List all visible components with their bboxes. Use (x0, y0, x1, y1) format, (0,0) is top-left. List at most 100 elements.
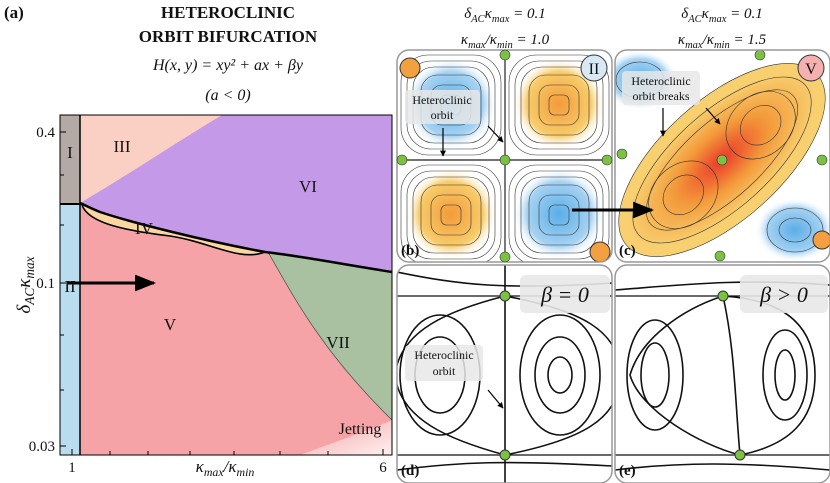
panel-b (397, 50, 612, 262)
title: HETEROCLINIC (161, 3, 295, 22)
contour (412, 176, 490, 254)
y-axis-label-part: AC (22, 288, 37, 306)
region-vi-area (80, 115, 392, 272)
panel-label: (a) (4, 3, 24, 22)
annotation: orbit (433, 364, 456, 378)
contour (420, 184, 482, 246)
region-label: II (64, 277, 76, 296)
contour (548, 94, 570, 116)
contour (400, 164, 502, 262)
annotation: Heteroclinic (631, 74, 690, 88)
phase-diagram (59, 114, 393, 456)
contour (538, 194, 580, 236)
region-label: III (114, 137, 131, 156)
plot-frame (59, 114, 393, 456)
panel-header-part: min (714, 40, 730, 51)
panel-header-part: min (497, 40, 513, 51)
panel-header-part: κ (702, 6, 710, 22)
region-label: I (67, 143, 73, 162)
contour (430, 194, 472, 236)
panel-header-part: δ (464, 6, 472, 22)
condition: (a < 0) (205, 87, 250, 104)
beta-label: β > 0 (759, 282, 808, 307)
contour (528, 184, 590, 246)
y-axis-label-part: κ (14, 278, 35, 288)
panel-header-part: = 1.0 (513, 32, 550, 48)
x-axis-label-part: κ (196, 457, 205, 476)
panel-header: δACκmax = 0.1 (681, 6, 762, 25)
contour (528, 74, 590, 136)
panel-header-part: AC (470, 14, 485, 25)
y-axis-label: δACκmax (14, 256, 37, 313)
region-label: VII (326, 333, 350, 352)
panel-header-part: δ (681, 6, 689, 22)
y-tick-label: 0.4 (36, 125, 55, 141)
region-iv-area (82, 205, 265, 255)
contour (508, 54, 610, 156)
panel-header-part: κ (485, 6, 493, 22)
region-label: V (164, 315, 177, 334)
label-backgrounds (405, 71, 700, 381)
panel-header-part: max (492, 14, 510, 25)
region-ii-area (60, 205, 80, 455)
texts: (a) HETEROCLINIC ORBIT BIFURCATION H(x, y) … (4, 3, 817, 479)
title: ORBIT BIFURCATION (139, 27, 318, 46)
y-tick-label: 0.1 (36, 276, 55, 292)
region-label: VI (299, 177, 317, 196)
boundary (81, 204, 266, 256)
contour (514, 60, 604, 150)
panel-e (615, 265, 830, 483)
y-axis-label-part: max (22, 256, 37, 278)
contour (548, 204, 570, 226)
y-tick-label: 0.03 (29, 439, 55, 455)
panel-header-part: max (468, 40, 486, 51)
panel-header-part: = 1.5 (730, 32, 767, 48)
panel-label: (b) (401, 243, 419, 259)
boundary (79, 201, 393, 274)
panel-header-part: = 0.1 (726, 6, 762, 22)
region-label: Jetting (339, 421, 382, 438)
x-tick-label: 1 (68, 460, 76, 476)
panel-header-part: /κ (485, 32, 498, 48)
annotation: orbit breaks (633, 89, 690, 103)
panel-header-part: max (685, 40, 703, 51)
panel-header-part: max (709, 14, 727, 25)
y-axis-label-part: δ (14, 304, 35, 314)
panel-header-part: /κ (702, 32, 715, 48)
region-i-area (60, 115, 80, 205)
contour (440, 204, 462, 226)
minor-ticks (60, 174, 329, 455)
panel-label: (e) (619, 463, 636, 479)
contour (520, 66, 598, 144)
region-jetting-area (300, 420, 392, 455)
annotation: orbit (431, 108, 454, 122)
saddle-points (396, 49, 613, 263)
panel-header: κmax/κmin = 1.5 (678, 32, 767, 51)
contour (406, 170, 496, 260)
badge-label: II (589, 61, 600, 78)
panel-label: (d) (401, 463, 419, 479)
x-axis-label-part: /κ (223, 457, 238, 476)
beta-label: β = 0 (540, 282, 589, 307)
badge-label: V (805, 61, 817, 78)
panel-label: (c) (619, 243, 636, 259)
panel-header: δACκmax = 0.1 (464, 6, 545, 25)
formula: H(x, y) = xy² + ax + βy (152, 57, 304, 74)
badges (580, 54, 825, 82)
annotation: Heteroclinic (412, 93, 471, 107)
x-axis-label: κmax/κmin (196, 457, 255, 479)
contour (514, 170, 604, 260)
annotation: Heteroclinic (414, 348, 473, 362)
contour (538, 84, 580, 126)
region-label: IV (135, 219, 154, 238)
region-iii-area (80, 115, 222, 203)
x-tick-label: 6 (379, 460, 387, 476)
contour (520, 176, 598, 254)
x-axis-label-part: min (237, 465, 255, 479)
panel-header-part: AC (687, 14, 702, 25)
panel-c (615, 50, 830, 262)
contour (508, 164, 610, 262)
panel-header-part: κ (678, 32, 686, 48)
panel-header-part: = 0.1 (509, 6, 545, 22)
